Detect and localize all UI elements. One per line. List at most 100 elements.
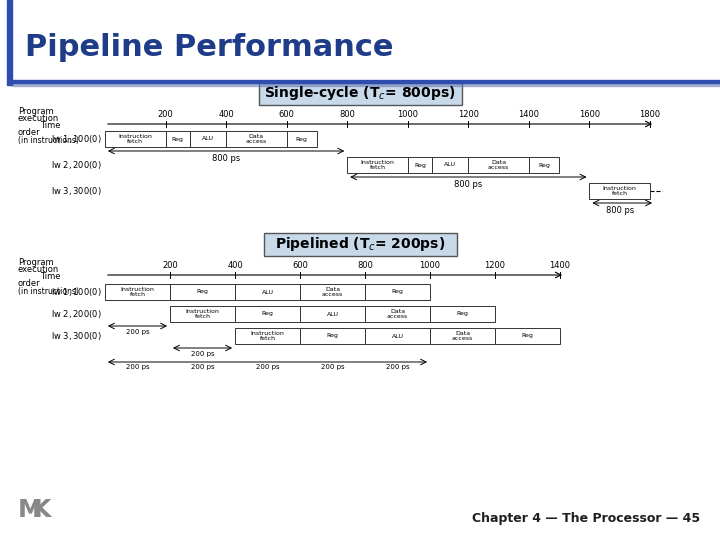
Bar <box>430 306 495 322</box>
Text: 800: 800 <box>357 261 373 270</box>
Text: Program: Program <box>18 258 53 267</box>
Text: Reg: Reg <box>197 289 208 294</box>
Bar <box>529 157 559 173</box>
Bar <box>235 328 300 344</box>
Text: Single-cycle (T$_c$= 800ps): Single-cycle (T$_c$= 800ps) <box>264 84 456 102</box>
Bar <box>347 157 408 173</box>
Text: K: K <box>32 498 51 522</box>
Bar <box>12 80 720 83</box>
Text: Reg: Reg <box>414 163 426 167</box>
Text: 200 ps: 200 ps <box>126 364 149 370</box>
Text: Instruction
fetch: Instruction fetch <box>603 186 636 197</box>
Text: ALU: ALU <box>444 163 456 167</box>
Text: 600: 600 <box>279 110 294 119</box>
Bar <box>300 306 365 322</box>
Text: Reg: Reg <box>538 163 550 167</box>
Text: 800 ps: 800 ps <box>606 206 634 215</box>
Text: 1200: 1200 <box>485 261 505 270</box>
Text: Reg: Reg <box>261 312 274 316</box>
Text: 1400: 1400 <box>518 110 539 119</box>
Bar <box>12 84 720 86</box>
Bar <box>105 131 166 147</box>
Bar <box>365 306 430 322</box>
Text: Chapter 4 — The Processor — 45: Chapter 4 — The Processor — 45 <box>472 512 700 525</box>
Text: 600: 600 <box>292 261 308 270</box>
Text: order: order <box>18 128 40 137</box>
Text: 200 ps: 200 ps <box>191 364 215 370</box>
Bar <box>7 0 12 85</box>
Text: 400: 400 <box>218 110 234 119</box>
Text: 1400: 1400 <box>549 261 570 270</box>
Bar <box>408 157 432 173</box>
Bar <box>226 131 287 147</box>
Text: ALU: ALU <box>202 137 214 141</box>
Bar <box>300 328 365 344</box>
Text: Instruction
fetch: Instruction fetch <box>120 287 154 298</box>
Text: (in instructions): (in instructions) <box>18 136 79 145</box>
Bar <box>432 157 468 173</box>
Text: lw $3, 300($0): lw $3, 300($0) <box>51 330 102 342</box>
Bar <box>365 284 430 300</box>
Text: Reg: Reg <box>327 334 338 339</box>
Bar <box>166 131 190 147</box>
Text: Data
access: Data access <box>246 133 267 144</box>
Text: 800: 800 <box>339 110 355 119</box>
Text: 200 ps: 200 ps <box>191 351 215 357</box>
Bar <box>590 183 650 199</box>
Bar <box>170 284 235 300</box>
Text: ALU: ALU <box>326 312 338 316</box>
Bar <box>287 131 317 147</box>
FancyBboxPatch shape <box>258 82 462 105</box>
Text: lw $1, 100($0): lw $1, 100($0) <box>51 286 102 298</box>
Text: 800 ps: 800 ps <box>212 154 240 163</box>
Text: M: M <box>18 498 42 522</box>
Text: 1000: 1000 <box>420 261 441 270</box>
Bar <box>235 284 300 300</box>
Text: ALU: ALU <box>261 289 274 294</box>
Text: Reg: Reg <box>296 137 307 141</box>
Text: Pipeline Performance: Pipeline Performance <box>25 33 394 63</box>
Bar <box>430 328 495 344</box>
Text: lw $1, 100($0): lw $1, 100($0) <box>51 133 102 145</box>
Text: Reg: Reg <box>456 312 469 316</box>
FancyBboxPatch shape <box>264 233 456 255</box>
Text: Time: Time <box>40 272 60 281</box>
Bar <box>170 306 235 322</box>
Text: 200 ps: 200 ps <box>126 329 149 335</box>
Text: 200: 200 <box>162 261 178 270</box>
Text: Pipelined (T$_c$= 200ps): Pipelined (T$_c$= 200ps) <box>275 235 445 253</box>
Text: 800 ps: 800 ps <box>454 180 482 189</box>
Bar <box>105 284 170 300</box>
Text: 200 ps: 200 ps <box>256 364 279 370</box>
Text: Instruction
fetch: Instruction fetch <box>251 330 284 341</box>
Text: 1200: 1200 <box>458 110 479 119</box>
Text: Instruction
fetch: Instruction fetch <box>186 308 220 319</box>
Text: Instruction
fetch: Instruction fetch <box>361 160 395 171</box>
Text: 1000: 1000 <box>397 110 418 119</box>
Text: 1600: 1600 <box>579 110 600 119</box>
Text: Program: Program <box>18 107 53 116</box>
Text: Data
access: Data access <box>488 160 509 171</box>
Text: Reg: Reg <box>392 289 403 294</box>
Bar <box>495 328 560 344</box>
Text: lw $3, 300($0): lw $3, 300($0) <box>51 185 102 197</box>
Text: 200: 200 <box>158 110 174 119</box>
Bar <box>300 284 365 300</box>
Text: order: order <box>18 279 40 288</box>
Text: 400: 400 <box>227 261 243 270</box>
Text: Data
access: Data access <box>322 287 343 298</box>
Bar <box>468 157 529 173</box>
Text: Time: Time <box>40 121 60 130</box>
Text: lw $2, 200($0): lw $2, 200($0) <box>51 308 102 320</box>
Text: execution: execution <box>18 114 59 123</box>
Text: Instruction
fetch: Instruction fetch <box>118 133 152 144</box>
Text: Reg: Reg <box>172 137 184 141</box>
Text: ALU: ALU <box>392 334 403 339</box>
Text: execution: execution <box>18 265 59 274</box>
Text: 200 ps: 200 ps <box>320 364 344 370</box>
Text: (in instructions): (in instructions) <box>18 287 79 296</box>
Bar <box>235 306 300 322</box>
Text: Data
access: Data access <box>452 330 473 341</box>
Text: lw $2, 200($0): lw $2, 200($0) <box>51 159 102 171</box>
Bar <box>365 328 430 344</box>
